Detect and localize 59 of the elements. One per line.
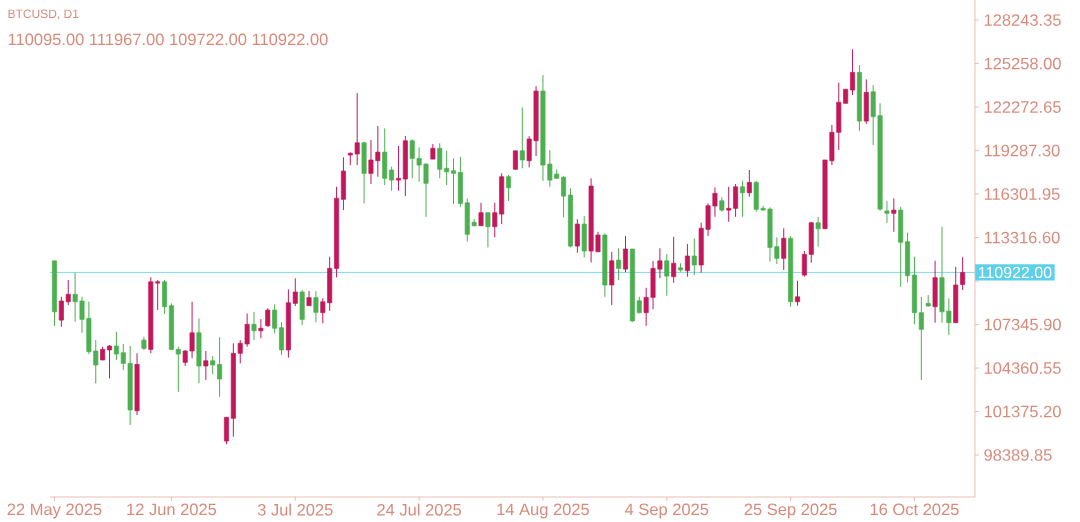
- candlestick: [671, 236, 677, 284]
- x-tick-label: 12 Jun 2025: [127, 503, 217, 516]
- candlestick: [485, 212, 491, 248]
- candlestick: [918, 296, 924, 381]
- candlestick: [519, 106, 525, 169]
- candlestick: [272, 303, 278, 334]
- candlestick: [107, 344, 112, 379]
- candlestick: [795, 280, 800, 307]
- candlestick: [203, 350, 209, 381]
- candlestick: [258, 318, 264, 339]
- y-tick-label: 122272.65: [984, 101, 1061, 113]
- y-tick-label: 107345.90: [984, 318, 1061, 331]
- y-tick-label: 98389.85: [984, 449, 1052, 461]
- y-tick-label: 128243.35: [984, 14, 1061, 26]
- x-tick-label: 4 Sep 2025: [624, 503, 709, 519]
- candlestick: [224, 416, 229, 445]
- y-tick-label: 101375.20: [984, 405, 1061, 418]
- y-tick-label: 113316.60: [984, 231, 1060, 244]
- candlestick: [850, 48, 856, 96]
- x-tick-label: 14 Aug 2025: [497, 503, 590, 519]
- candlestick: [313, 290, 319, 323]
- candlestick: [884, 200, 890, 224]
- candlestick: [279, 321, 284, 356]
- y-tick-label: 119287.30: [984, 144, 1060, 157]
- candlestick: [113, 331, 119, 361]
- candlestick: [815, 216, 821, 248]
- candlestick: [561, 175, 567, 218]
- candlestick: [781, 227, 787, 271]
- y-tick-label: 116301.95: [984, 188, 1060, 200]
- candlestick: [623, 235, 628, 273]
- candlestick: [726, 186, 732, 223]
- candlestick: [891, 197, 897, 233]
- candlestick: [389, 166, 395, 192]
- text: BTCUSD, D1: [8, 9, 79, 20]
- y-tick-label: 104360.55: [984, 362, 1061, 374]
- candlestick: [512, 150, 518, 170]
- candlestick: [691, 237, 697, 276]
- candlestick: [664, 253, 670, 297]
- candlestick: [175, 346, 181, 393]
- candlestick: [739, 180, 745, 218]
- text: 110095.00 111967.00 109722.00 110922.00: [8, 33, 328, 46]
- y-tick-label: 125258.00: [984, 57, 1061, 70]
- candlestick: [574, 218, 580, 254]
- ref-line-label: 110922.00: [978, 266, 1052, 279]
- x-tick-label: 24 Jul 2025: [377, 503, 462, 516]
- candlestick: [251, 311, 257, 341]
- candlestick: [733, 183, 739, 218]
- x-tick-label: 22 May 2025: [7, 503, 102, 519]
- x-tick-label: 16 Oct 2025: [870, 503, 959, 516]
- candlestick: [506, 174, 512, 202]
- candlestick: [684, 243, 690, 278]
- x-tick-label: 25 Sep 2025: [744, 503, 837, 519]
- candlestick: [451, 157, 456, 205]
- candlestick: [746, 169, 752, 198]
- x-tick-label: 3 Jul 2025: [257, 503, 333, 516]
- candlestick: [478, 202, 484, 227]
- candlestick: [616, 247, 622, 281]
- candlestick: [395, 145, 401, 192]
- candlestick: [265, 307, 271, 328]
